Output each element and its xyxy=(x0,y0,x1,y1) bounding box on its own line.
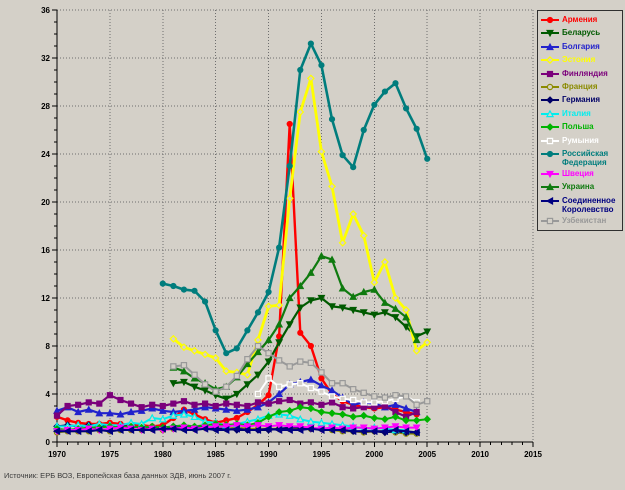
legend-label: Польша xyxy=(562,122,594,132)
series-marker-icon xyxy=(541,150,559,158)
y-tick-label: 36 xyxy=(41,6,50,15)
y-tick-label: 24 xyxy=(41,150,50,159)
series-10 xyxy=(159,40,431,357)
x-tick-label: 1970 xyxy=(48,450,66,459)
legend-label: Италия xyxy=(562,108,591,118)
legend-label: Болгария xyxy=(562,41,600,51)
series-marker-icon xyxy=(541,96,559,105)
legend-item-0: Армения xyxy=(540,14,620,27)
x-tick-label: 2000 xyxy=(365,450,383,459)
series-marker-icon xyxy=(541,83,559,91)
x-tick-label: 1975 xyxy=(101,450,119,459)
series-marker-icon xyxy=(541,123,559,131)
legend-item-6: Германия xyxy=(540,94,620,107)
legend-item-7: Италия xyxy=(540,108,620,121)
legend-item-12: Украина xyxy=(540,181,620,194)
legend-item-14: Узбекистан xyxy=(540,215,620,228)
legend-label: Армения xyxy=(562,15,598,24)
series-marker-icon xyxy=(541,16,559,24)
series-marker-icon xyxy=(541,137,559,144)
legend-label: Соединенное Королевство xyxy=(562,195,616,215)
legend-item-1: Беларусь xyxy=(540,27,620,40)
y-tick-label: 20 xyxy=(41,198,50,207)
series-marker-icon xyxy=(541,56,559,65)
y-tick-label: 32 xyxy=(41,54,50,63)
legend-label: Швеция xyxy=(562,168,594,178)
legend-label: Эстония xyxy=(562,55,596,65)
y-tick-label: 0 xyxy=(46,438,51,447)
series-marker-icon xyxy=(541,170,559,179)
x-tick-label: 2010 xyxy=(471,450,489,459)
legend-label: Беларусь xyxy=(562,28,601,38)
series-0 xyxy=(53,120,420,430)
source-note: Источник: ЕРБ ВОЗ, Европейская база данн… xyxy=(4,471,232,480)
legend-item-5: Франция xyxy=(540,81,620,94)
legend-item-9: Румыния xyxy=(540,135,620,148)
legend-label: Российская Федерация xyxy=(562,148,609,168)
y-tick-label: 16 xyxy=(41,246,50,255)
series-13 xyxy=(52,424,420,437)
series-marker-icon xyxy=(541,196,559,205)
legend-item-8: Польша xyxy=(540,121,620,134)
legend-item-10: Российская Федерация xyxy=(540,148,620,168)
series-12 xyxy=(169,251,421,393)
x-tick-label: 1980 xyxy=(154,450,172,459)
y-tick-label: 8 xyxy=(46,342,51,351)
chart-legend: Армения Беларусь Болгария Эстония Финляндия Ф… xyxy=(537,10,623,232)
legend-label: Узбекистан xyxy=(562,215,607,225)
legend-label: Румыния xyxy=(562,135,599,145)
x-tick-label: 1995 xyxy=(313,450,331,459)
legend-item-4: Финляндия xyxy=(540,68,620,81)
x-tick-label: 2005 xyxy=(418,450,436,459)
series-marker-icon xyxy=(541,70,559,77)
legend-item-2: Болгария xyxy=(540,41,620,54)
x-tick-label: 2015 xyxy=(524,450,542,459)
series-marker-icon xyxy=(541,42,559,50)
y-tick-label: 12 xyxy=(41,294,50,303)
series-1 xyxy=(169,294,432,403)
series-marker-icon xyxy=(541,30,559,38)
series-marker-icon xyxy=(541,109,559,117)
legend-label: Франция xyxy=(562,81,598,91)
series-marker-icon xyxy=(541,217,559,224)
legend-item-3: Эстония xyxy=(540,54,620,67)
x-tick-label: 1985 xyxy=(207,450,225,459)
legend-item-13: Соединенное Королевство xyxy=(540,195,620,215)
series-14 xyxy=(170,342,431,409)
legend-label: Украина xyxy=(562,182,595,192)
legend-label: Финляндия xyxy=(562,68,608,78)
y-tick-label: 4 xyxy=(46,390,51,399)
y-tick-label: 28 xyxy=(41,102,50,111)
series-marker-icon xyxy=(541,183,559,191)
legend-label: Германия xyxy=(562,95,601,105)
x-tick-label: 1990 xyxy=(260,450,278,459)
legend-item-11: Швеция xyxy=(540,168,620,181)
